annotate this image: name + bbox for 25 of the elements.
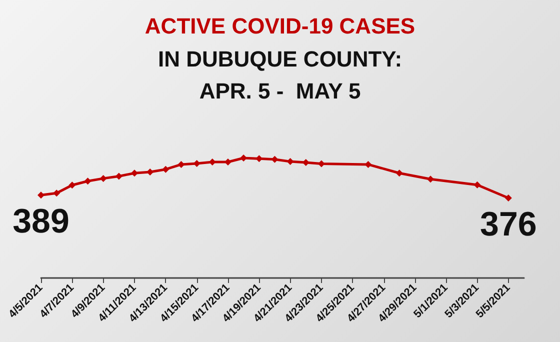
point [364, 160, 372, 168]
point [38, 192, 44, 199]
chart-subtitle: IN DUBUQUE COUNTY: APR. 5 - MAY 5 [158, 46, 402, 104]
point [318, 160, 325, 168]
point [193, 160, 200, 168]
point [178, 160, 185, 168]
point [84, 178, 92, 185]
point [130, 170, 138, 177]
point [53, 190, 60, 197]
point [302, 158, 310, 166]
point [286, 158, 294, 166]
point [100, 174, 107, 182]
point [427, 176, 434, 183]
point [68, 182, 76, 189]
point [271, 156, 278, 163]
data-label: 389 [12, 202, 70, 241]
point [474, 181, 481, 188]
point [115, 172, 122, 180]
data-label: 376 [480, 206, 537, 244]
point [208, 158, 216, 166]
point [162, 166, 170, 173]
chart-title: ACTIVE COVID-19 CASES [144, 14, 416, 38]
point [396, 170, 403, 177]
point [146, 168, 154, 176]
point [504, 194, 512, 202]
